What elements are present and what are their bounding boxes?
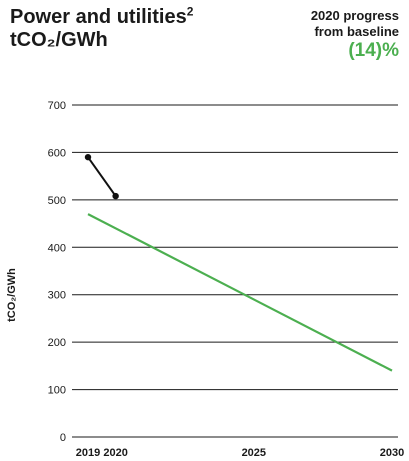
y-tick-label-200: 200 <box>48 337 66 349</box>
chart-title: Power and utilities2 tCO₂/GWh <box>10 4 194 52</box>
y-tick-label-400: 400 <box>48 242 66 254</box>
y-tick-label-700: 700 <box>48 100 66 112</box>
y-tick-label-500: 500 <box>48 195 66 207</box>
y-tick-label-0: 0 <box>60 432 66 444</box>
x-tick-label-2030: 2030 <box>380 447 404 459</box>
x-tick-labels: 2019 2020 2025 2030 <box>76 447 404 459</box>
progress-value: (14)% <box>348 40 399 61</box>
y-tick-label-300: 300 <box>48 290 66 302</box>
progress-label-line-2: from baseline <box>314 24 399 39</box>
progress-label-line-1: 2020 progress <box>310 8 399 23</box>
gridlines <box>72 104 398 438</box>
data-point-actual-2020 <box>112 192 119 200</box>
progress-summary: 2020 progress from baseline (14)% <box>311 8 399 62</box>
y-tick-label-600: 600 <box>48 147 66 159</box>
y-tick-labels: 0 100 200 300 400 500 600 700 <box>48 100 66 444</box>
x-tick-label-2025: 2025 <box>242 447 266 459</box>
x-tick-label-2019: 2019 <box>76 447 100 459</box>
title-line-2: tCO₂/GWh <box>10 29 108 51</box>
y-axis-label: tCO₂/GWh <box>6 268 18 322</box>
title-footnote: 2 <box>186 4 194 19</box>
y-tick-label-100: 100 <box>48 385 66 397</box>
data-point-actual-2019 <box>84 153 92 161</box>
series-line-target <box>87 213 393 372</box>
title-line-1: Power and utilities <box>10 6 187 28</box>
series-lines <box>84 153 393 372</box>
x-tick-label-2020: 2020 <box>103 447 127 459</box>
series-line-actual <box>87 156 117 197</box>
